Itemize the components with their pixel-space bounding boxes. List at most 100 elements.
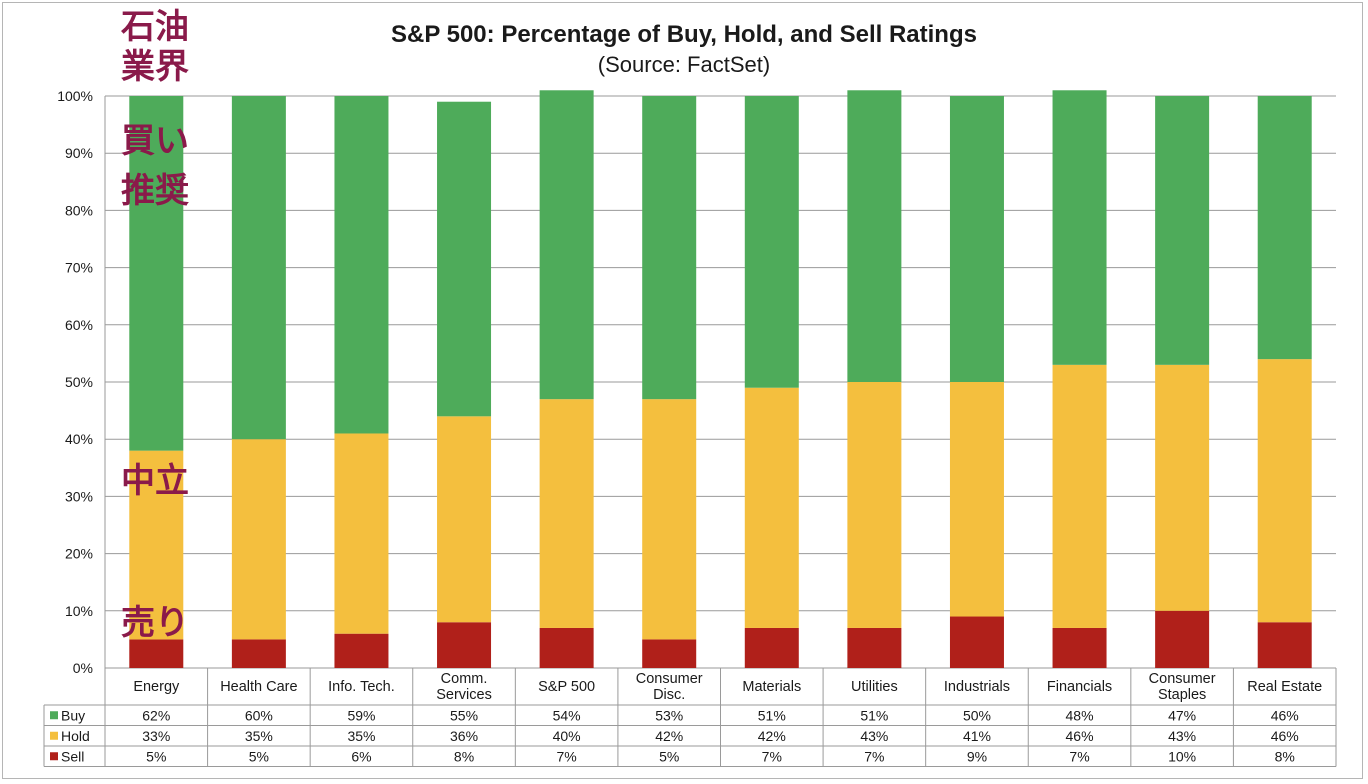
data-label: 46% [1271, 728, 1299, 744]
bar-sell [231, 639, 286, 668]
y-tick-label: 20% [65, 546, 93, 562]
y-tick-label: 100% [57, 88, 93, 104]
category-label: Info. Tech. [328, 679, 395, 695]
bar-sell [847, 627, 902, 668]
y-axis: 0% 10% 20% 30% 40% 50% 60% 70% 80% 90% 100% [57, 88, 93, 676]
bars [129, 90, 1312, 668]
bar-buy [642, 96, 697, 400]
data-label: 7% [1069, 748, 1089, 764]
bar-sell [129, 639, 184, 668]
gridlines [105, 95, 1336, 669]
annotation-text: 買い [121, 121, 189, 161]
data-label: 46% [1271, 707, 1299, 723]
data-label: 7% [864, 748, 884, 764]
bar-hold [847, 382, 902, 628]
y-tick-label: 80% [65, 202, 93, 218]
chart-subtitle: (Source: FactSet) [598, 52, 770, 77]
bar-sell [1155, 610, 1210, 668]
bar-hold [1257, 359, 1312, 623]
data-label: 53% [655, 707, 683, 723]
bar-hold [539, 399, 594, 628]
bar-hold [1155, 364, 1210, 611]
bar-sell [744, 627, 799, 668]
bar-buy [949, 96, 1004, 382]
legend-key-sell [50, 752, 58, 761]
annotation-text: 業界 [121, 47, 189, 87]
data-label: 5% [146, 748, 166, 764]
legend-label: Sell [61, 748, 84, 764]
bar-buy [1257, 96, 1312, 360]
bar-sell [1052, 627, 1107, 668]
bar-sell [437, 622, 492, 668]
bar-buy [334, 96, 389, 434]
bar-buy [231, 96, 286, 440]
bar-hold [437, 416, 492, 623]
bar-hold [334, 433, 389, 634]
category-label: Staples [1158, 687, 1206, 703]
category-label: Materials [742, 679, 801, 695]
legend-label: Buy [61, 707, 85, 723]
bar-sell [1257, 622, 1312, 668]
category-label: Disc. [653, 687, 685, 703]
annotation-text: 推奨 [121, 171, 189, 211]
bar-buy [437, 101, 492, 417]
category-label: Services [436, 687, 492, 703]
category-label: Financials [1047, 679, 1112, 695]
bar-hold [642, 399, 697, 640]
data-label: 9% [967, 748, 987, 764]
data-label: 51% [860, 707, 888, 723]
data-label: 8% [1275, 748, 1295, 764]
y-tick-label: 0% [73, 660, 93, 676]
data-label: 10% [1168, 748, 1196, 764]
bar-buy [129, 96, 184, 451]
data-label: 43% [860, 728, 888, 744]
data-table: Energy Health Care Info. Tech. Comm.Service… [43, 96, 1337, 767]
data-label: 46% [1066, 728, 1094, 744]
legend-key-buy [50, 711, 58, 720]
category-label: Comm. [441, 671, 488, 687]
category-label: Consumer [1149, 671, 1216, 687]
y-tick-label: 90% [65, 145, 93, 161]
bar-buy [1052, 90, 1107, 365]
y-tick-label: 30% [65, 488, 93, 504]
data-label: 43% [1168, 728, 1196, 744]
y-tick-label: 50% [65, 374, 93, 390]
data-label: 50% [963, 707, 991, 723]
category-label: Industrials [944, 679, 1010, 695]
data-label: 41% [963, 728, 991, 744]
data-label: 33% [142, 728, 170, 744]
data-label: 40% [553, 728, 581, 744]
data-label: 60% [245, 707, 273, 723]
annotation-text: 石油 [120, 7, 189, 47]
bar-buy [1155, 96, 1210, 365]
bar-sell [642, 639, 697, 668]
data-label: 48% [1066, 707, 1094, 723]
category-label: Consumer [636, 671, 703, 687]
bar-hold [231, 439, 286, 640]
bar-sell [949, 616, 1004, 668]
data-label: 5% [249, 748, 269, 764]
category-label: S&P 500 [538, 679, 595, 695]
y-tick-label: 40% [65, 431, 93, 447]
bar-buy [539, 90, 594, 400]
data-label: 7% [557, 748, 577, 764]
data-label: 7% [762, 748, 782, 764]
data-label: 5% [659, 748, 679, 764]
data-label: 8% [454, 748, 474, 764]
y-tick-label: 60% [65, 317, 93, 333]
data-label: 35% [245, 728, 273, 744]
legend-key-hold [50, 731, 58, 740]
category-label: Utilities [851, 679, 898, 695]
data-label: 62% [142, 707, 170, 723]
legend-label: Hold [61, 728, 90, 744]
data-label: 51% [758, 707, 786, 723]
y-tick-label: 10% [65, 603, 93, 619]
category-label: Real Estate [1247, 679, 1322, 695]
data-label: 36% [450, 728, 478, 744]
data-label: 59% [347, 707, 375, 723]
bar-sell [334, 633, 389, 668]
